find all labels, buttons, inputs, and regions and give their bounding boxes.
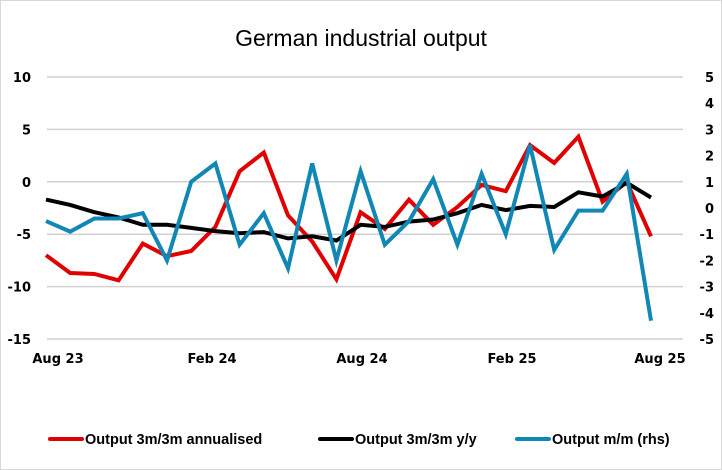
y-tick-label: -10 <box>8 281 32 296</box>
legend-item: Output 3m/3m annualised <box>48 432 262 448</box>
y2-tick-label: 1 <box>705 176 714 191</box>
y-tick-label: -15 <box>8 333 32 348</box>
y2-tick-label: -4 <box>700 307 714 322</box>
legend-item: Output 3m/3m y/y <box>318 432 477 448</box>
legend: Output 3m/3m annualised Output 3m/3m y/y O… <box>48 432 670 448</box>
y-tick-label: 0 <box>22 176 31 191</box>
y-tick-label: -5 <box>17 228 31 243</box>
y2-tick-label: -3 <box>700 281 714 296</box>
y2-tick-label: -2 <box>700 254 714 269</box>
series-lines <box>44 132 653 322</box>
legend-item: Output m/m (rhs) <box>515 432 670 448</box>
y2-tick-label: 2 <box>705 150 714 165</box>
legend-label: Output m/m (rhs) <box>552 432 670 448</box>
left-axis-ticks: 10 5 0 -5 -10 -15 <box>8 71 32 348</box>
y2-tick-label: 4 <box>705 97 714 112</box>
gridlines <box>47 76 683 340</box>
legend-label: Output 3m/3m annualised <box>85 432 262 448</box>
y2-tick-label: 3 <box>705 123 714 138</box>
series-line-0 <box>44 132 653 284</box>
x-tick-label: Aug 24 <box>336 352 387 367</box>
x-tick-label: Feb 25 <box>487 352 536 367</box>
y2-tick-label: 5 <box>705 71 714 86</box>
x-axis-ticks: Aug 23 Feb 24 Aug 24 Feb 25 Aug 25 <box>32 352 685 367</box>
series-line-2 <box>45 144 653 322</box>
x-tick-label: Aug 23 <box>32 352 83 367</box>
y-tick-label: 10 <box>13 71 31 86</box>
y2-tick-label: -1 <box>700 228 714 243</box>
right-axis-ticks: 5 4 3 2 1 0 -1 -2 -3 -4 -5 <box>700 71 714 348</box>
legend-label: Output 3m/3m y/y <box>355 432 477 448</box>
y2-tick-label: -5 <box>700 333 714 348</box>
chart-title: German industrial output <box>235 25 487 51</box>
x-tick-label: Feb 24 <box>187 352 236 367</box>
y-tick-label: 5 <box>22 123 31 138</box>
x-tick-label: Aug 25 <box>634 352 685 367</box>
y2-tick-label: 0 <box>705 202 714 217</box>
